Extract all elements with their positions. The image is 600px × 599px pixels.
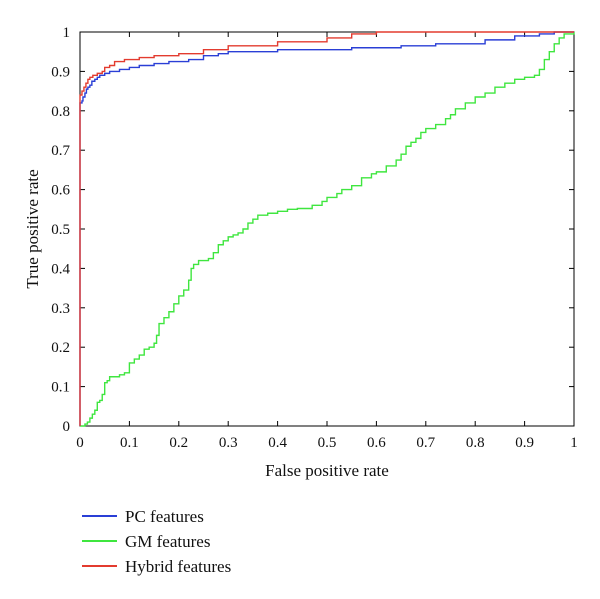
y-tick-label: 0.3	[51, 301, 70, 317]
x-tick-label: 0.1	[120, 435, 139, 451]
x-tick-label: 0.7	[416, 435, 435, 451]
legend-label-gm: GM features	[125, 532, 210, 551]
y-tick-label: 0.1	[51, 380, 70, 396]
plot-area: 0 0.1 0.2 0.3 0.4 0.5 0.6 0.7 0.8 0.9 1 0 0.1 0.2 0.3 0…	[51, 25, 578, 451]
x-tick-label: 0.4	[268, 435, 287, 451]
series-line-gm-features	[80, 32, 575, 427]
y-tick-label: 1	[63, 25, 71, 41]
y-tick-label: 0.4	[51, 261, 70, 277]
legend-label-pc: PC features	[125, 507, 204, 526]
series-lines	[79, 31, 575, 427]
y-tick-label: 0.6	[51, 183, 70, 199]
y-tick-label: 0.2	[51, 340, 70, 356]
x-tick-label: 0.9	[515, 435, 534, 451]
y-tick-label: 0.8	[51, 104, 70, 120]
x-tick-label: 0.6	[367, 435, 386, 451]
y-tick-label: 0.5	[51, 222, 70, 238]
plot-frame	[79, 31, 575, 427]
x-tick-label: 0.5	[318, 435, 337, 451]
x-tick-label: 0	[76, 435, 84, 451]
x-tick-label: 0.3	[219, 435, 238, 451]
x-tick-label: 0.2	[169, 435, 188, 451]
legend: PC features GM features Hybrid features	[82, 507, 231, 576]
y-tick-label: 0.9	[51, 64, 70, 80]
legend-label-hybrid: Hybrid features	[125, 557, 231, 576]
axis-ticks: 0 0.1 0.2 0.3 0.4 0.5 0.6 0.7 0.8 0.9 1 0 0.1 0.2 0.3 0…	[51, 25, 578, 451]
x-tick-label: 1	[570, 435, 578, 451]
x-tick-label: 0.8	[466, 435, 485, 451]
series-line-hybrid-features	[79, 31, 574, 426]
y-axis-label: True positive rate	[23, 169, 42, 288]
series-line-pc-features	[79, 31, 574, 426]
y-tick-label: 0	[63, 419, 71, 435]
y-tick-label: 0.7	[51, 143, 70, 159]
x-axis-label: False positive rate	[265, 461, 389, 480]
